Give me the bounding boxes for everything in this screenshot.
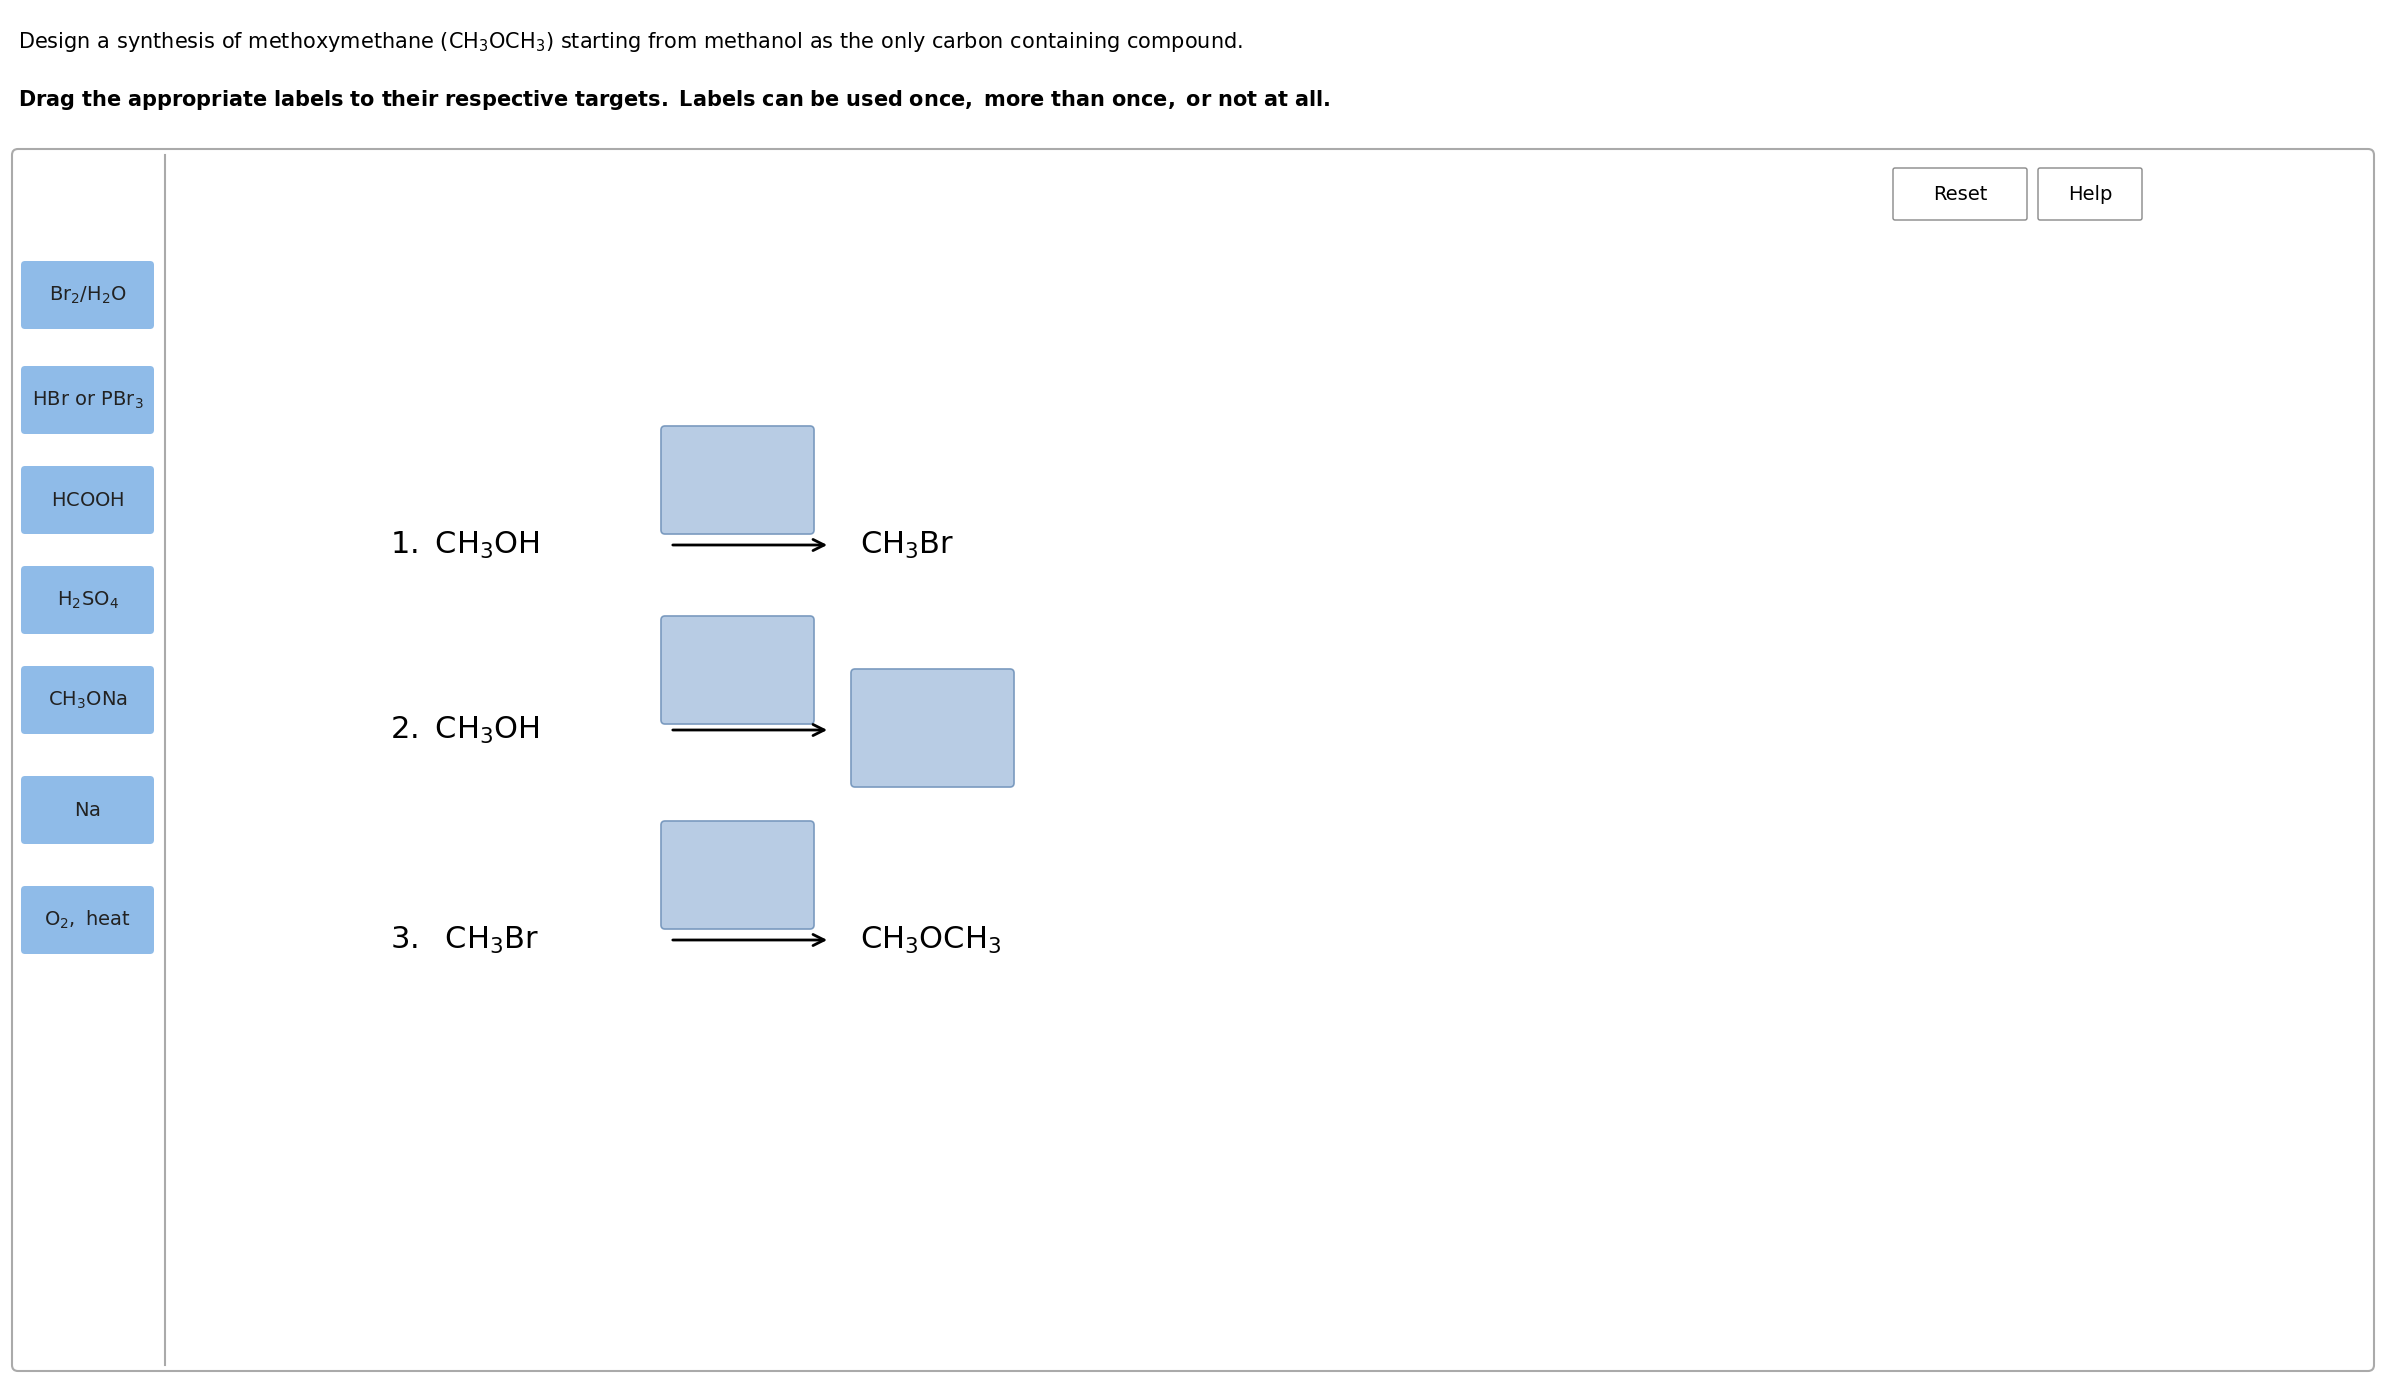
- Text: $\mathrm{O_2,\ heat}$: $\mathrm{O_2,\ heat}$: [45, 909, 131, 931]
- Text: Design a synthesis of methoxymethane ($\mathrm{CH_3OCH_3}$) starting from methan: Design a synthesis of methoxymethane ($\…: [19, 29, 1243, 54]
- FancyBboxPatch shape: [661, 616, 814, 725]
- Text: $\mathrm{HBr\ or\ PBr_3}$: $\mathrm{HBr\ or\ PBr_3}$: [31, 389, 143, 410]
- FancyBboxPatch shape: [661, 426, 814, 535]
- Text: $3.\ \ \mathrm{CH_3Br}$: $3.\ \ \mathrm{CH_3Br}$: [389, 924, 539, 955]
- Text: $2.\ \mathrm{CH_3OH}$: $2.\ \mathrm{CH_3OH}$: [389, 715, 539, 745]
- FancyBboxPatch shape: [21, 261, 155, 329]
- Text: $\mathrm{HCOOH}$: $\mathrm{HCOOH}$: [50, 490, 124, 510]
- FancyBboxPatch shape: [12, 149, 2374, 1371]
- Text: $1.\ \mathrm{CH_3OH}$: $1.\ \mathrm{CH_3OH}$: [389, 529, 539, 561]
- Text: $\mathrm{H_2SO_4}$: $\mathrm{H_2SO_4}$: [57, 589, 119, 610]
- Text: $\mathrm{CH_3ONa}$: $\mathrm{CH_3ONa}$: [48, 690, 126, 711]
- FancyBboxPatch shape: [661, 821, 814, 928]
- Text: $\mathrm{CH_3Br}$: $\mathrm{CH_3Br}$: [859, 529, 954, 561]
- FancyBboxPatch shape: [21, 666, 155, 734]
- Text: $\bf{Drag\ the\ appropriate\ labels\ to\ their\ respective\ targets.\ Labels\ ca: $\bf{Drag\ the\ appropriate\ labels\ to\…: [19, 88, 1329, 112]
- FancyBboxPatch shape: [21, 776, 155, 845]
- Text: $\mathrm{Na}$: $\mathrm{Na}$: [74, 800, 100, 819]
- FancyBboxPatch shape: [21, 565, 155, 634]
- FancyBboxPatch shape: [1892, 168, 2028, 221]
- FancyBboxPatch shape: [21, 366, 155, 434]
- Text: $\mathrm{CH_3OCH_3}$: $\mathrm{CH_3OCH_3}$: [859, 924, 1002, 955]
- FancyBboxPatch shape: [2038, 168, 2143, 221]
- Text: Help: Help: [2069, 184, 2112, 204]
- FancyBboxPatch shape: [21, 466, 155, 535]
- Text: Reset: Reset: [1933, 184, 1988, 204]
- Text: $\mathrm{Br_2/H_2O}$: $\mathrm{Br_2/H_2O}$: [48, 285, 126, 306]
- FancyBboxPatch shape: [852, 669, 1014, 787]
- FancyBboxPatch shape: [21, 886, 155, 953]
